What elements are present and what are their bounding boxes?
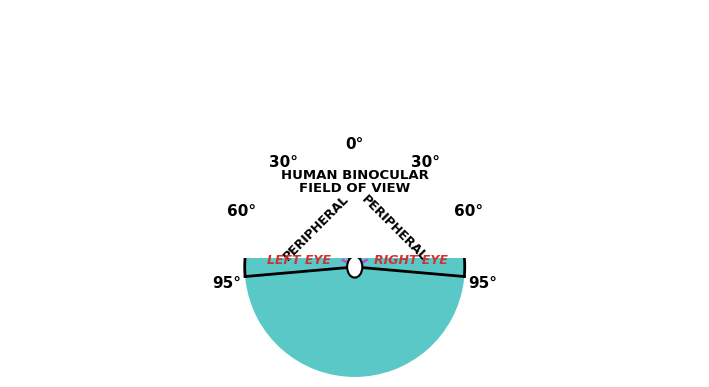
Text: HUMAN BINOCULAR: HUMAN BINOCULAR bbox=[281, 169, 429, 182]
Text: LEFT EYE: LEFT EYE bbox=[267, 254, 330, 267]
Ellipse shape bbox=[347, 256, 362, 277]
Text: 60°: 60° bbox=[454, 204, 483, 219]
Text: PERIPHERAL: PERIPHERAL bbox=[358, 193, 429, 264]
Text: 0°: 0° bbox=[345, 137, 364, 152]
Circle shape bbox=[347, 259, 362, 274]
Wedge shape bbox=[354, 212, 464, 277]
Text: 95°: 95° bbox=[469, 276, 498, 291]
Text: 95°: 95° bbox=[212, 276, 241, 291]
Text: 30°: 30° bbox=[411, 156, 440, 170]
Wedge shape bbox=[245, 212, 354, 277]
Wedge shape bbox=[245, 161, 464, 377]
Text: 60°: 60° bbox=[227, 204, 256, 219]
Wedge shape bbox=[300, 157, 354, 267]
Text: 30°: 30° bbox=[269, 156, 298, 170]
Text: FIELD OF VIEW: FIELD OF VIEW bbox=[299, 182, 411, 195]
Wedge shape bbox=[259, 172, 354, 267]
Text: RIGHT EYE: RIGHT EYE bbox=[374, 254, 447, 267]
Text: PERIPHERAL: PERIPHERAL bbox=[281, 193, 351, 264]
Wedge shape bbox=[354, 172, 450, 267]
Wedge shape bbox=[354, 157, 410, 267]
